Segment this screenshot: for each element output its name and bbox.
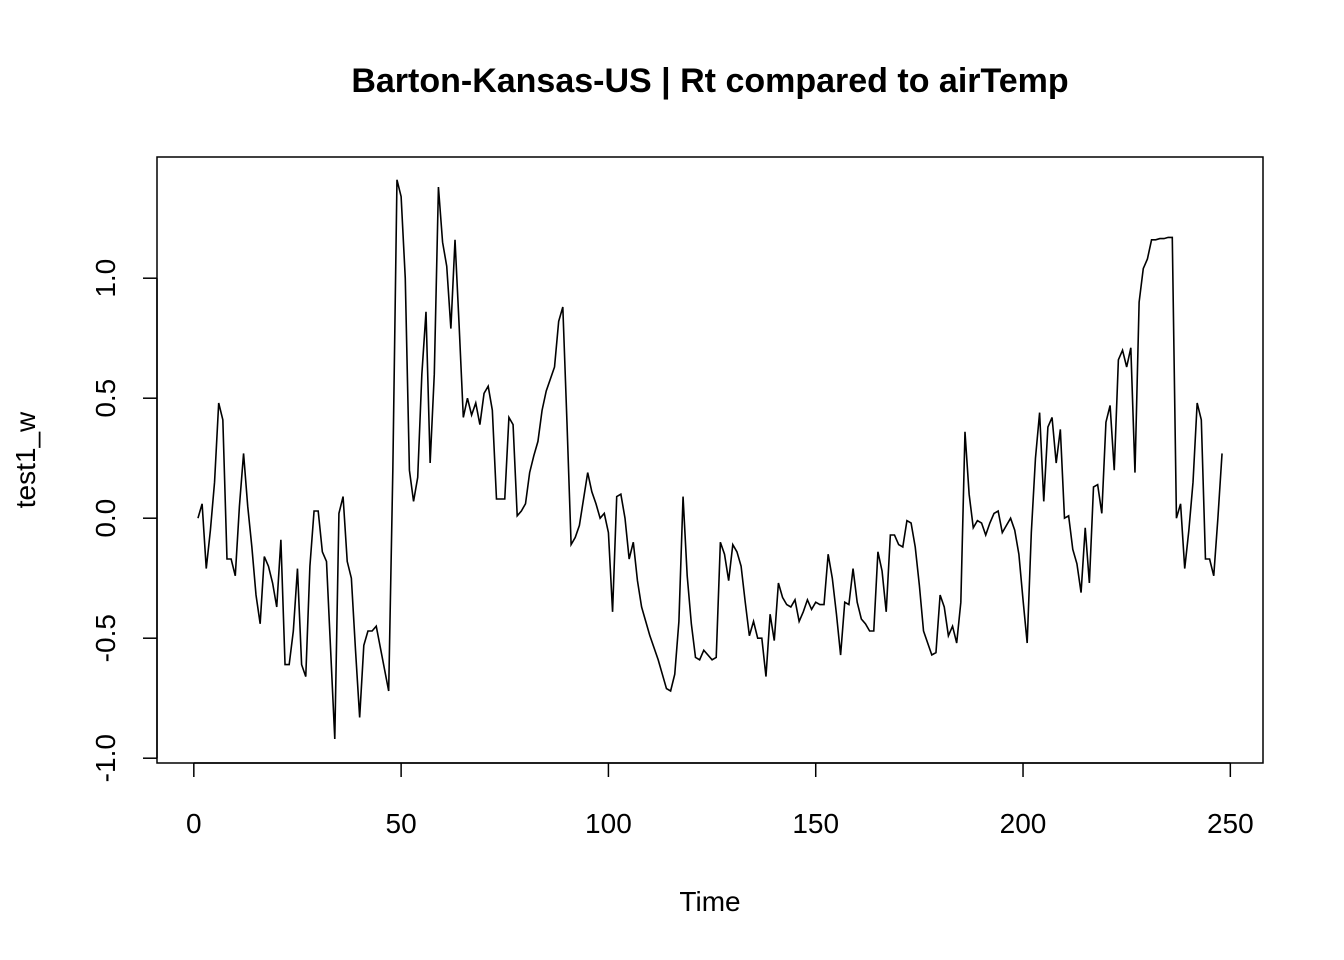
y-tick-label: 0.0 [90,499,121,538]
y-tick-label: 1.0 [90,259,121,298]
x-tick-label: 250 [1207,808,1254,839]
x-tick-label: 50 [386,808,417,839]
x-tick-label: 0 [186,808,202,839]
y-tick-label: -1.0 [90,734,121,782]
x-tick-label: 150 [792,808,839,839]
x-tick-label: 200 [1000,808,1047,839]
x-axis-label: Time [679,886,740,917]
y-axis-label: test1_w [10,411,41,508]
series-line [197,179,1223,740]
x-tick-label: 100 [585,808,632,839]
y-tick-label: -0.5 [90,614,121,662]
y-tick-label: 0.5 [90,379,121,418]
chart-title: Barton-Kansas-US | Rt compared to airTem… [351,62,1068,100]
